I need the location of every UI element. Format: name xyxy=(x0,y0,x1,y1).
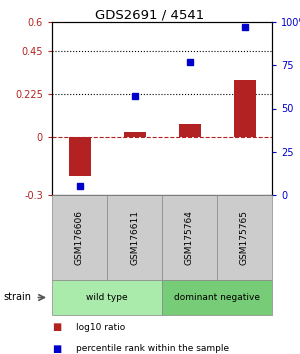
Text: GSM176606: GSM176606 xyxy=(75,210,84,265)
Bar xyxy=(68,137,91,176)
Text: percentile rank within the sample: percentile rank within the sample xyxy=(76,344,229,353)
Text: strain: strain xyxy=(3,292,31,303)
Bar xyxy=(124,132,146,137)
Text: ■: ■ xyxy=(52,344,61,354)
Bar xyxy=(233,80,256,137)
Text: wild type: wild type xyxy=(86,293,128,302)
Text: GSM175765: GSM175765 xyxy=(240,210,249,265)
Text: GSM176611: GSM176611 xyxy=(130,210,139,265)
Bar xyxy=(178,124,200,137)
Text: GSM175764: GSM175764 xyxy=(185,210,194,265)
Text: GDS2691 / 4541: GDS2691 / 4541 xyxy=(95,8,205,21)
Text: log10 ratio: log10 ratio xyxy=(76,323,125,332)
Text: dominant negative: dominant negative xyxy=(174,293,260,302)
Text: ■: ■ xyxy=(52,322,61,332)
